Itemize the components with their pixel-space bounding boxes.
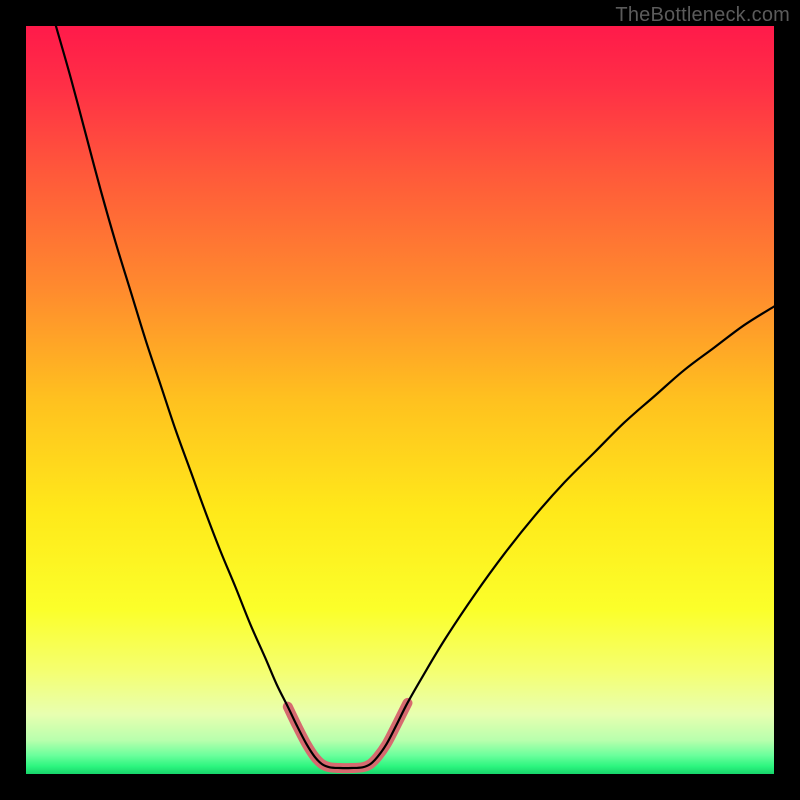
bottleneck-chart	[26, 26, 774, 774]
gradient-background	[26, 26, 774, 774]
watermark-text: TheBottleneck.com	[615, 4, 790, 27]
chart-frame: TheBottleneck.com	[0, 0, 800, 800]
